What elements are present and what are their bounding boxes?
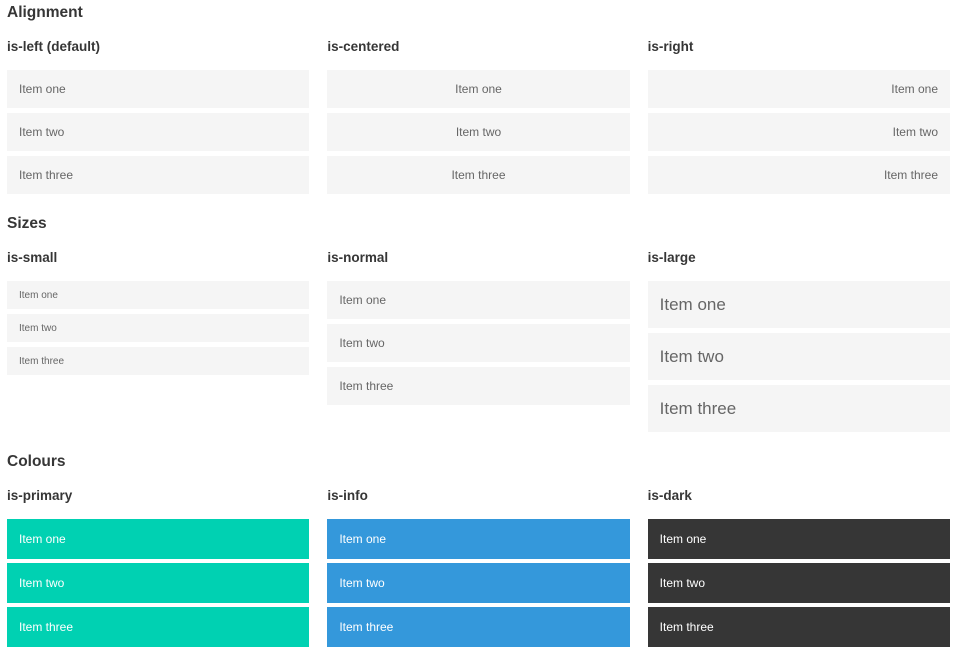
list-item[interactable]: Item three — [7, 347, 310, 375]
example-heading-is-primary: is-primary — [7, 488, 73, 503]
list-item[interactable]: Item three — [327, 156, 630, 194]
section-sizes: Sizes is-small Item one Item two Item three i… — [7, 216, 950, 437]
section-title-colours: Colours — [7, 453, 66, 470]
list-item[interactable]: Item three — [7, 607, 310, 647]
examples-grid-sizes: is-small Item one Item two Item three is-nor… — [7, 232, 950, 437]
list-item[interactable]: Item two — [327, 113, 630, 151]
list-item[interactable]: Item one — [327, 281, 630, 319]
list-is-normal: Item one Item two Item three — [327, 281, 630, 405]
example-is-left-default: is-left (default) Item one Item two Item th… — [7, 21, 310, 199]
list-is-small: Item one Item two Item three — [7, 281, 310, 375]
examples-grid-colours: is-primary Item one Item two Item three is-i… — [7, 470, 950, 651]
list-item[interactable]: Item three — [647, 607, 950, 647]
example-heading-is-dark: is-dark — [647, 488, 692, 503]
list-is-large: Item one Item two Item three — [647, 281, 950, 432]
example-heading-is-small: is-small — [7, 250, 58, 265]
list-item[interactable]: Item two — [647, 333, 950, 380]
list-is-primary: Item one Item two Item three — [7, 519, 310, 647]
list-item[interactable]: Item two — [7, 314, 310, 342]
list-is-dark: Item one Item two Item three — [647, 519, 950, 647]
list-item[interactable]: Item three — [647, 156, 950, 194]
list-item[interactable]: Item one — [647, 281, 950, 328]
list-is-right: Item one Item two Item three — [647, 70, 950, 194]
example-heading-is-normal: is-normal — [327, 250, 389, 265]
example-is-primary: is-primary Item one Item two Item three — [7, 470, 310, 651]
example-is-small: is-small Item one Item two Item three — [7, 232, 310, 437]
list-item[interactable]: Item three — [7, 156, 310, 194]
list-item[interactable]: Item one — [7, 519, 310, 559]
list-item[interactable]: Item two — [327, 324, 630, 362]
list-is-left-default: Item one Item two Item three — [7, 70, 310, 194]
example-heading-is-centered: is-centered — [327, 39, 400, 54]
list-item[interactable]: Item two — [647, 113, 950, 151]
list-item[interactable]: Item one — [7, 70, 310, 108]
list-item[interactable]: Item one — [7, 281, 310, 309]
list-item[interactable]: Item two — [7, 113, 310, 151]
list-item[interactable]: Item three — [327, 367, 630, 405]
list-is-info: Item one Item two Item three — [327, 519, 630, 647]
example-heading-is-large: is-large — [647, 250, 696, 265]
example-heading-is-info: is-info — [327, 488, 368, 503]
example-heading-is-right: is-right — [647, 39, 694, 54]
list-item[interactable]: Item two — [327, 563, 630, 603]
example-heading-is-left-default: is-left (default) — [7, 39, 100, 54]
section-colours: Colours is-primary Item one Item two Item th… — [7, 454, 950, 651]
section-title-sizes: Sizes — [7, 215, 47, 232]
example-is-normal: is-normal Item one Item two Item three — [327, 232, 630, 437]
list-item[interactable]: Item one — [327, 519, 630, 559]
list-item[interactable]: Item one — [647, 70, 950, 108]
example-is-info: is-info Item one Item two Item three — [327, 470, 630, 651]
example-is-large: is-large Item one Item two Item three — [647, 232, 950, 437]
list-item[interactable]: Item two — [647, 563, 950, 603]
list-item[interactable]: Item three — [647, 385, 950, 432]
example-is-centered: is-centered Item one Item two Item three — [327, 21, 630, 199]
list-item[interactable]: Item two — [7, 563, 310, 603]
section-alignment: Alignment is-left (default) Item one Item t… — [7, 5, 950, 199]
examples-grid-alignment: is-left (default) Item one Item two Item th… — [7, 21, 950, 199]
list-item[interactable]: Item three — [327, 607, 630, 647]
example-is-dark: is-dark Item one Item two Item three — [647, 470, 950, 651]
example-is-right: is-right Item one Item two Item three — [647, 21, 950, 199]
list-item[interactable]: Item one — [647, 519, 950, 559]
list-item[interactable]: Item one — [327, 70, 630, 108]
section-title-alignment: Alignment — [7, 4, 83, 21]
list-component-demo-page: Alignment is-left (default) Item one Item t… — [7, 5, 950, 651]
list-is-centered: Item one Item two Item three — [327, 70, 630, 194]
